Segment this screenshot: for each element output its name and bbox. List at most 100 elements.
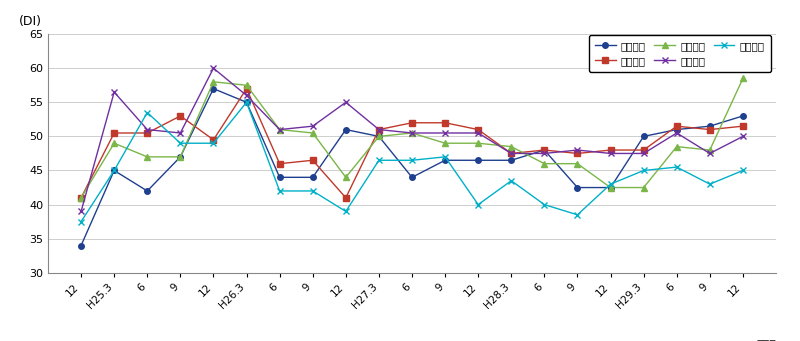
県央地域 <box>407 121 417 125</box>
県南地域 <box>209 66 218 70</box>
県北地域 <box>175 155 185 159</box>
県央地域 <box>110 131 119 135</box>
県南地域 <box>738 134 748 138</box>
鹿行地域 <box>440 141 450 145</box>
鹿行地域 <box>672 145 682 149</box>
県南地域 <box>639 151 649 155</box>
県北地域 <box>672 128 682 132</box>
県央地域 <box>474 128 483 132</box>
県西地域 <box>639 168 649 173</box>
Line: 鹿行地域: 鹿行地域 <box>78 76 746 201</box>
県西地域 <box>539 203 549 207</box>
県西地域 <box>76 220 86 224</box>
県南地域 <box>110 90 119 94</box>
県南地域 <box>407 131 417 135</box>
県南地域 <box>374 128 384 132</box>
鹿行地域 <box>110 141 119 145</box>
県北地域 <box>506 158 516 162</box>
県北地域 <box>374 134 384 138</box>
県央地域 <box>539 148 549 152</box>
県央地域 <box>76 196 86 200</box>
Line: 県北地域: 県北地域 <box>78 86 746 248</box>
Line: 県南地域: 県南地域 <box>78 65 746 215</box>
県北地域 <box>474 158 483 162</box>
県北地域 <box>308 175 318 179</box>
県北地域 <box>407 175 417 179</box>
県南地域 <box>142 128 152 132</box>
県西地域 <box>506 179 516 183</box>
県北地域 <box>639 134 649 138</box>
県北地域 <box>738 114 748 118</box>
県央地域 <box>209 138 218 142</box>
県西地域 <box>407 158 417 162</box>
鹿行地域 <box>407 131 417 135</box>
県西地域 <box>474 203 483 207</box>
県西地域 <box>440 155 450 159</box>
県南地域 <box>506 151 516 155</box>
鹿行地域 <box>275 128 285 132</box>
鹿行地域 <box>374 134 384 138</box>
鹿行地域 <box>474 141 483 145</box>
県北地域 <box>606 186 615 190</box>
県央地域 <box>639 148 649 152</box>
県央地域 <box>440 121 450 125</box>
県南地域 <box>705 151 714 155</box>
県北地域 <box>209 87 218 91</box>
県央地域 <box>374 128 384 132</box>
県南地域 <box>76 209 86 213</box>
県南地域 <box>275 128 285 132</box>
県南地域 <box>308 124 318 128</box>
県南地域 <box>606 151 615 155</box>
県南地域 <box>573 148 582 152</box>
県北地域 <box>242 100 251 104</box>
県西地域 <box>606 182 615 186</box>
鹿行地域 <box>573 162 582 166</box>
県央地域 <box>242 87 251 91</box>
県央地域 <box>142 131 152 135</box>
県南地域 <box>242 93 251 98</box>
鹿行地域 <box>242 83 251 87</box>
鹿行地域 <box>539 162 549 166</box>
Line: 県央地域: 県央地域 <box>78 86 746 201</box>
県北地域 <box>539 148 549 152</box>
県北地域 <box>142 189 152 193</box>
県西地域 <box>672 165 682 169</box>
Legend: 県北地域, 県央地域, 鹿行地域, 県南地域, 県西地域: 県北地域, 県央地域, 鹿行地域, 県南地域, 県西地域 <box>589 34 770 72</box>
Text: (DI): (DI) <box>19 15 42 28</box>
鹿行地域 <box>209 80 218 84</box>
県北地域 <box>440 158 450 162</box>
県北地域 <box>705 124 714 128</box>
鹿行地域 <box>341 175 350 179</box>
県北地域 <box>76 243 86 248</box>
県南地域 <box>341 100 350 104</box>
県央地域 <box>738 124 748 128</box>
Line: 県西地域: 県西地域 <box>78 99 746 225</box>
県央地域 <box>606 148 615 152</box>
鹿行地域 <box>308 131 318 135</box>
県西地域 <box>308 189 318 193</box>
県央地域 <box>506 151 516 155</box>
県西地域 <box>738 168 748 173</box>
鹿行地域 <box>142 155 152 159</box>
県央地域 <box>175 114 185 118</box>
県央地域 <box>672 124 682 128</box>
Text: （月）: （月） <box>756 340 776 341</box>
県西地域 <box>341 209 350 213</box>
鹿行地域 <box>76 196 86 200</box>
県西地域 <box>175 141 185 145</box>
鹿行地域 <box>738 76 748 80</box>
県北地域 <box>341 128 350 132</box>
鹿行地域 <box>705 148 714 152</box>
県北地域 <box>110 168 119 173</box>
県南地域 <box>175 131 185 135</box>
県南地域 <box>440 131 450 135</box>
鹿行地域 <box>506 145 516 149</box>
鹿行地域 <box>606 186 615 190</box>
県西地域 <box>374 158 384 162</box>
県西地域 <box>275 189 285 193</box>
県央地域 <box>308 158 318 162</box>
鹿行地域 <box>175 155 185 159</box>
県西地域 <box>573 213 582 217</box>
県西地域 <box>142 110 152 115</box>
県西地域 <box>110 168 119 173</box>
